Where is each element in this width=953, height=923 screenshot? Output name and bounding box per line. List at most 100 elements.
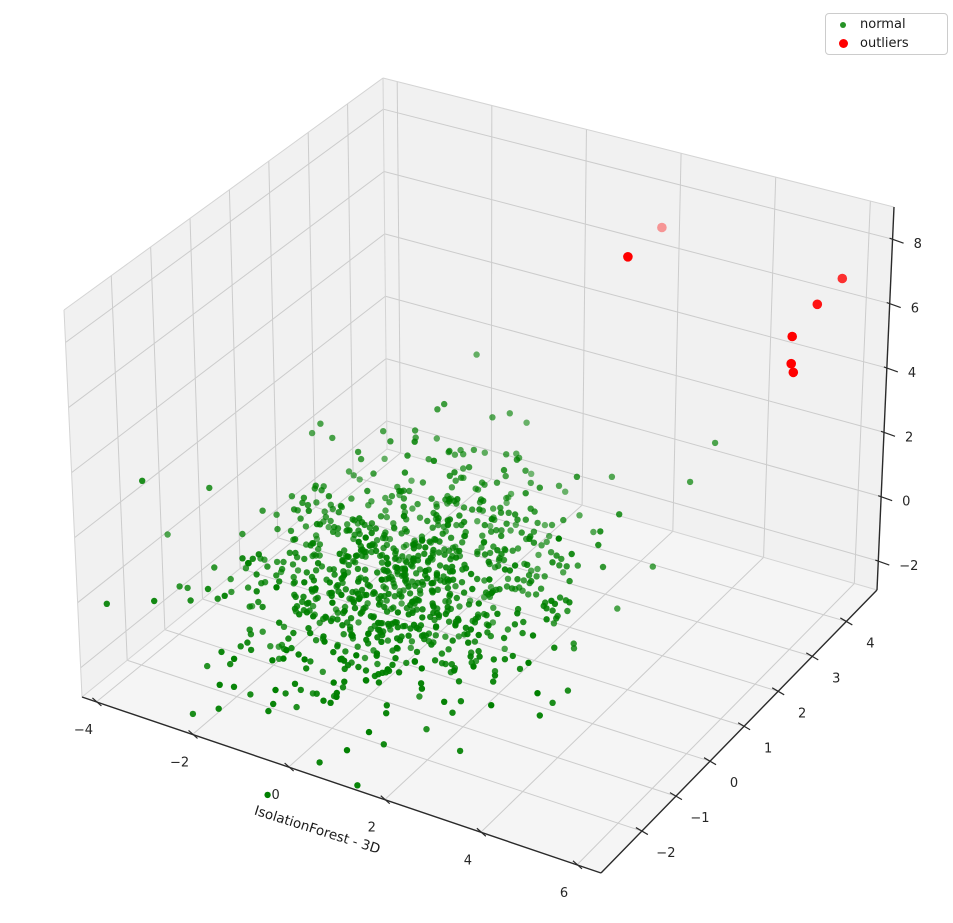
scatter-point-normal (452, 477, 459, 484)
scatter-point-normal (433, 435, 440, 442)
scatter-point-normal (339, 684, 347, 691)
scatter-point-normal (328, 592, 335, 600)
scatter-point-normal (516, 584, 523, 591)
scatter-point-normal (164, 531, 171, 538)
x-tick-label: 2 (368, 821, 376, 836)
scatter-point-normal (574, 562, 581, 569)
scatter-point-normal (564, 607, 571, 615)
scatter-point-normal (280, 623, 288, 630)
scatter-point-normal (303, 609, 311, 616)
scatter-point-normal (312, 482, 319, 489)
scatter-point-normal (486, 576, 493, 583)
scatter-point-normal (305, 599, 312, 606)
scatter-point-normal (334, 609, 341, 616)
scatter-point-normal (267, 643, 274, 650)
scatter-point-normal (524, 561, 531, 568)
scatter-point-normal (290, 506, 298, 513)
scatter-point-normal (383, 710, 390, 717)
scatter-point-normal (365, 630, 372, 638)
scatter-point-normal (230, 683, 238, 690)
y-tick (703, 757, 717, 766)
scatter-point-normal (350, 558, 357, 565)
scatter-point-normal (442, 660, 449, 668)
z-tick (875, 559, 890, 566)
scatter-point-normal (481, 449, 488, 456)
scatter-point-normal (400, 587, 407, 594)
scatter-point-normal (239, 555, 246, 562)
pane-floor (82, 449, 877, 873)
scatter-point-normal (509, 547, 516, 554)
scatter-point-normal (416, 587, 424, 594)
scatter-point-normal (321, 638, 328, 645)
scatter-point-normal (392, 550, 399, 557)
scatter-point-normal (497, 509, 505, 516)
scatter-point-normal (330, 648, 337, 656)
grid-line-x (96, 452, 401, 703)
scatter-point-normal (470, 446, 478, 454)
legend-item-outliers: outliers (826, 34, 947, 53)
scatter-point-normal (465, 464, 473, 471)
scatter-point-normal (265, 707, 272, 715)
scatter-point-normal (411, 582, 419, 590)
scatter-point-normal (428, 641, 435, 648)
scatter-point-normal (534, 690, 541, 697)
scatter-point-normal (301, 579, 308, 586)
scatter-point-normal (455, 617, 462, 624)
scatter-point-normal (568, 550, 575, 558)
scatter-point-normal (441, 698, 448, 705)
scatter-point-normal (556, 594, 564, 601)
scatter-point-normal (497, 504, 504, 511)
scatter-point-normal (247, 631, 255, 638)
scatter-point-normal (375, 671, 382, 678)
scatter-point-normal (354, 590, 362, 597)
scatter-point-normal (514, 516, 521, 523)
scatter-point-normal (473, 351, 480, 358)
scatter-point-normal (409, 563, 416, 570)
scatter-point-normal (490, 604, 497, 611)
scatter-point-normal (290, 629, 297, 637)
scatter-point-normal (423, 726, 430, 733)
scatter-point-normal (533, 573, 540, 580)
scatter-point-normal (452, 583, 459, 590)
normal-marker-icon (840, 21, 846, 28)
scatter-point-normal (422, 567, 429, 575)
scatter-point-normal (442, 564, 450, 571)
scatter-point-normal (553, 615, 560, 622)
scatter-point-normal (289, 561, 297, 568)
scatter-point-normal (282, 690, 289, 697)
x-tick-label: −2 (170, 755, 189, 770)
scatter-point-normal (276, 619, 283, 626)
scatter-point-normal (406, 590, 414, 597)
scatter-point-normal (541, 573, 548, 580)
scatter-point-normal (189, 710, 197, 718)
scatter-point-normal (407, 644, 414, 652)
scatter-point-normal (375, 601, 383, 608)
scatter-point-normal (541, 521, 549, 529)
grid-line-z (385, 295, 885, 433)
scatter-point-normal (327, 517, 334, 525)
x-tick-label: 6 (560, 886, 568, 901)
scatter-point-normal (313, 499, 320, 506)
scatter-point-normal (139, 477, 146, 484)
scatter-point-normal (290, 573, 297, 581)
scatter-point-normal (312, 532, 320, 539)
y-tick-label: 4 (866, 636, 874, 651)
scatter-point-normal (309, 552, 316, 560)
scatter-point-outlier (837, 273, 848, 284)
scatter-point-normal (566, 599, 573, 606)
scatter-point-normal (419, 479, 427, 486)
scatter-point-normal (421, 635, 428, 643)
scatter-point-normal (368, 529, 375, 537)
scatter-point-normal (435, 515, 442, 522)
scatter-point-normal (308, 573, 316, 581)
legend-marker-cell (826, 39, 860, 48)
grid-line-z (80, 420, 388, 669)
scatter-point-normal (390, 604, 397, 611)
scatter-point-normal (503, 451, 510, 458)
scatter-point-normal (501, 566, 509, 573)
scatter-point-normal (414, 500, 421, 508)
scatter-point-normal (453, 521, 460, 529)
scatter-point-normal (374, 660, 381, 668)
scatter-point-normal (371, 542, 378, 549)
scatter-point-normal (378, 638, 385, 645)
